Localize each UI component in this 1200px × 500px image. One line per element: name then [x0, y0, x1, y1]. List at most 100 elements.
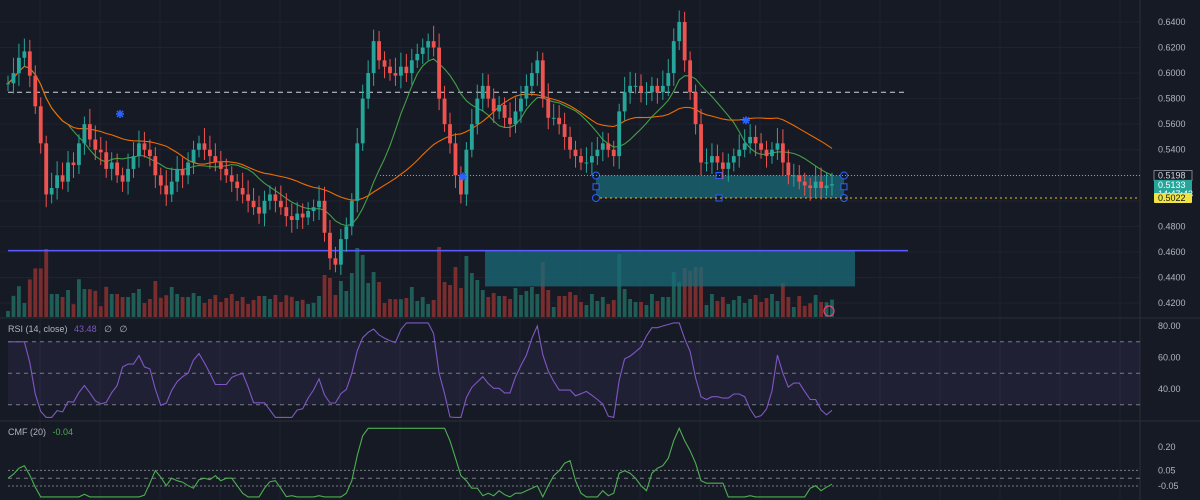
candle-body	[535, 60, 540, 74]
volume-bar	[98, 306, 103, 317]
candle-body	[120, 175, 125, 182]
candle-body	[371, 41, 376, 74]
candle-body	[197, 143, 201, 150]
cmf-legend[interactable]: CMF (20) -0.04	[8, 427, 73, 437]
candle-body	[420, 47, 425, 54]
candle-body	[284, 207, 289, 217]
volume-bar	[589, 294, 594, 317]
volume-bar	[409, 287, 414, 317]
volume-bar	[366, 283, 371, 317]
volume-bar	[49, 294, 54, 317]
volume-bar	[289, 296, 294, 317]
candle-body	[431, 41, 436, 48]
price-axis[interactable]: 0.6400 0.6200 0.6000 0.5800 0.5600 0.5400 0.48…	[1158, 17, 1186, 491]
volume-bar	[628, 299, 633, 317]
volume-bar	[431, 300, 436, 317]
candle-body	[742, 143, 747, 150]
volume-bar	[720, 297, 725, 317]
volume-bar	[622, 289, 627, 317]
candle-body	[77, 143, 81, 166]
candle-body	[589, 156, 594, 163]
supply-zone	[596, 175, 844, 199]
volume-bar	[759, 302, 763, 317]
volume-bar	[737, 296, 742, 317]
candle-body	[688, 60, 693, 93]
candle-body	[262, 200, 267, 214]
volume-bar	[377, 282, 381, 317]
candle-body	[775, 143, 780, 150]
cmf-pane	[7, 426, 1140, 499]
candle-body	[791, 175, 796, 177]
volume-bar	[360, 255, 365, 317]
candle-body	[469, 124, 474, 150]
volume-bar	[251, 300, 256, 317]
volume-bar	[257, 296, 261, 317]
volume-bar	[442, 282, 447, 317]
candle-body	[278, 200, 283, 208]
candle-body	[398, 66, 403, 76]
volume-bar	[300, 299, 305, 317]
candle-body	[639, 85, 643, 93]
rsi-legend[interactable]: RSI (14, close) 43.48 ∅ ∅	[8, 324, 127, 335]
candle-body	[60, 175, 65, 182]
volume-bar	[311, 302, 316, 317]
candle-body	[491, 98, 496, 112]
volume-bar	[562, 296, 567, 317]
candle-body	[382, 60, 387, 67]
candle-body	[22, 51, 27, 58]
candle-body	[824, 185, 829, 189]
volume-bar	[87, 289, 92, 317]
volume-bar	[398, 299, 403, 317]
candle-body	[819, 181, 823, 189]
candle-body	[6, 83, 10, 85]
candle-body	[715, 156, 720, 163]
volume-bar	[540, 262, 545, 317]
volume-bar	[742, 303, 747, 317]
candle-body	[579, 156, 583, 163]
candle-body	[131, 156, 136, 169]
candle-body	[529, 73, 534, 86]
candle-body	[600, 143, 605, 150]
volume-bar	[66, 290, 70, 317]
candle-body	[557, 117, 562, 125]
candle-body	[268, 194, 272, 201]
volume-bar	[60, 297, 65, 317]
candle-body	[115, 162, 120, 176]
candle-body	[551, 117, 556, 119]
volume-bar	[579, 302, 583, 317]
volume-bar	[207, 299, 212, 317]
volume-bar	[508, 299, 512, 317]
candle-body	[66, 162, 70, 182]
candle-body	[764, 149, 769, 157]
candle-body	[377, 41, 381, 61]
volume-bar	[404, 298, 409, 317]
rsi-axis-label: 80.00	[1158, 321, 1181, 331]
cmf-axis-label: 0.20	[1158, 442, 1176, 452]
candle-body	[240, 188, 245, 195]
candle-body	[49, 188, 54, 195]
candle-body	[98, 149, 103, 153]
volume-bar	[824, 302, 829, 317]
volume-bar	[693, 267, 698, 317]
volume-bar	[791, 307, 796, 317]
candle-body	[213, 156, 218, 163]
candle-body	[562, 124, 567, 137]
candle-body	[808, 185, 813, 189]
candle-body	[426, 41, 431, 48]
volume-bar	[535, 294, 540, 317]
lower-price-tag-bg	[1154, 193, 1192, 204]
candle-body	[328, 232, 332, 259]
price-axis-label: 0.4800	[1158, 221, 1186, 231]
candle-body	[660, 85, 665, 93]
candle-body	[164, 185, 169, 195]
volume-bar	[551, 307, 556, 317]
candle-body	[71, 162, 76, 166]
demand-zone	[485, 250, 855, 287]
rsi-symbol-2: ∅	[119, 324, 128, 334]
candle-body	[415, 53, 420, 61]
volume-bar	[611, 300, 616, 317]
candle-body	[568, 136, 572, 150]
